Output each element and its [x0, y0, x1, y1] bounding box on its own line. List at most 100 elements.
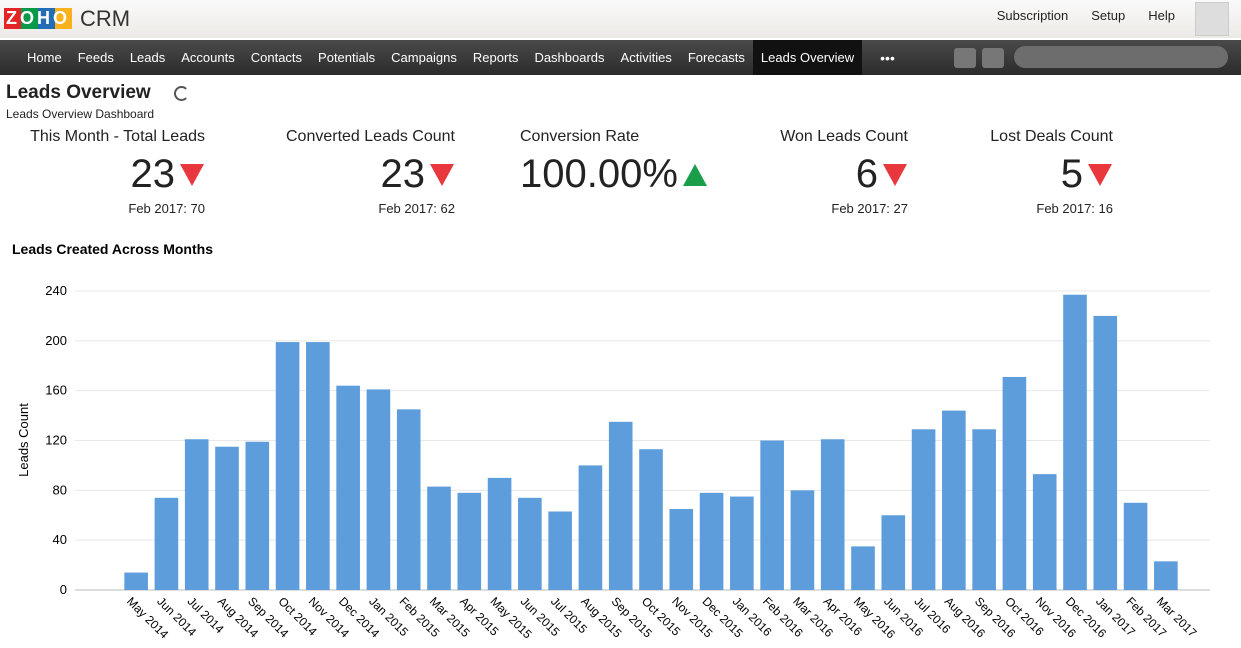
bar — [578, 465, 603, 590]
search-box[interactable] — [1014, 46, 1228, 68]
bar — [1032, 474, 1057, 590]
kpi-label: Converted Leads Count — [286, 128, 455, 145]
refresh-icon[interactable] — [174, 86, 189, 101]
bar — [1123, 502, 1148, 590]
header-link[interactable]: Subscription — [996, 8, 1069, 23]
kpi-compare: Feb 2017: 70 — [128, 201, 205, 216]
kpi-compare: Feb 2017: 27 — [831, 201, 908, 216]
chart-title: Leads Created Across Months — [12, 241, 213, 257]
kpi-value: 23 — [380, 152, 426, 196]
bar — [1063, 294, 1087, 590]
bar — [184, 439, 209, 590]
kpi: Conversion Rate 100.00% — [520, 128, 708, 197]
bar — [699, 492, 724, 590]
bar — [124, 572, 148, 590]
trend-arrow — [682, 163, 707, 186]
avatar[interactable] — [1195, 2, 1229, 36]
y-tick-label: 200 — [45, 333, 67, 348]
kpi: This Month - Total Leads 23 Feb 2017: 70 — [30, 128, 205, 216]
y-tick-label: 160 — [45, 383, 67, 398]
kpi-compare: Feb 2017: 62 — [378, 201, 455, 216]
nav-item[interactable]: Dashboards — [534, 50, 605, 65]
bar — [457, 492, 482, 590]
bar — [760, 440, 784, 590]
calendar-button[interactable] — [982, 48, 1004, 68]
bar — [881, 515, 906, 590]
kpi-value: 100.00% — [520, 152, 678, 196]
header-link[interactable]: Setup — [1091, 8, 1126, 23]
trend-arrow — [430, 163, 454, 186]
bar — [851, 546, 875, 590]
kpi-value-row: 100.00% — [520, 152, 708, 197]
nav-item[interactable]: Feeds — [77, 50, 114, 65]
trend-arrow — [883, 163, 907, 186]
bar — [306, 342, 330, 590]
kpi-label: Conversion Rate — [520, 128, 640, 145]
bar — [911, 429, 936, 590]
y-tick-label: 120 — [45, 433, 67, 448]
bar — [820, 439, 845, 590]
bar — [336, 385, 360, 590]
bar — [548, 511, 572, 590]
kpi-value: 5 — [1060, 152, 1083, 196]
kpi-value: 23 — [130, 152, 176, 196]
bar — [1093, 315, 1118, 590]
bar — [669, 509, 694, 590]
bar — [366, 389, 391, 590]
bar — [518, 497, 542, 590]
nav-item[interactable]: Contacts — [250, 50, 303, 65]
nav-item[interactable]: Leads — [129, 50, 166, 65]
nav-item[interactable]: Home — [27, 50, 62, 65]
bar — [154, 497, 179, 590]
bar — [790, 490, 815, 590]
kpi-label: This Month - Total Leads — [30, 128, 205, 145]
kpi-compare: Feb 2017: 16 — [1036, 201, 1113, 216]
nav-item[interactable]: Leads Overview — [752, 40, 863, 75]
bar — [730, 496, 754, 590]
bar — [396, 409, 421, 590]
product-name: CRM — [80, 6, 131, 31]
y-tick-label: 240 — [45, 283, 67, 298]
chart: Leads Created Across Months Leads Count … — [12, 241, 1210, 642]
bar — [215, 446, 239, 590]
y-tick-label: 0 — [60, 582, 67, 597]
add-button[interactable] — [954, 48, 976, 68]
more-menu[interactable]: ••• — [880, 49, 895, 66]
y-axis-label: Leads Count — [16, 403, 31, 477]
bar — [1154, 561, 1178, 590]
kpi-label: Lost Deals Count — [990, 128, 1113, 145]
top-bar: ZOHO CRM Subscription Setup Help — [0, 0, 1241, 38]
bar — [639, 449, 663, 590]
bar — [1002, 376, 1027, 590]
kpi-value-row: 6 — [780, 152, 908, 197]
y-tick-label: 40 — [53, 532, 67, 547]
nav-item[interactable]: Reports — [472, 50, 519, 65]
page-title: Leads Overview — [6, 82, 151, 103]
logo[interactable]: ZOHO — [4, 8, 72, 29]
bar — [972, 429, 996, 590]
nav-item[interactable]: Accounts — [181, 50, 235, 65]
kpi-value-row: 5 — [990, 152, 1113, 197]
bar — [275, 342, 300, 590]
kpi-value-row: 23 — [286, 152, 455, 197]
kpi-label: Won Leads Count — [780, 128, 908, 145]
bar — [245, 441, 270, 590]
kpi-value: 6 — [855, 152, 878, 196]
bar — [608, 421, 633, 590]
nav-item[interactable]: Potentials — [318, 50, 376, 65]
nav-item[interactable]: Forecasts — [687, 50, 745, 65]
trend-arrow — [1088, 163, 1112, 186]
trend-arrow — [180, 163, 204, 186]
kpi-value-row: 23 — [30, 152, 205, 197]
header-links: Subscription Setup Help — [997, 8, 1175, 23]
y-tick-label: 80 — [53, 482, 67, 497]
kpi: Won Leads Count 6 Feb 2017: 27 — [780, 128, 908, 216]
kpi: Converted Leads Count 23 Feb 2017: 62 — [286, 128, 455, 216]
nav-item[interactable]: Activities — [620, 50, 672, 65]
page-subtitle: Leads Overview Dashboard — [6, 107, 155, 121]
header-link[interactable]: Help — [1148, 8, 1175, 23]
nav-item[interactable]: Campaigns — [391, 50, 457, 65]
bar — [427, 486, 451, 590]
